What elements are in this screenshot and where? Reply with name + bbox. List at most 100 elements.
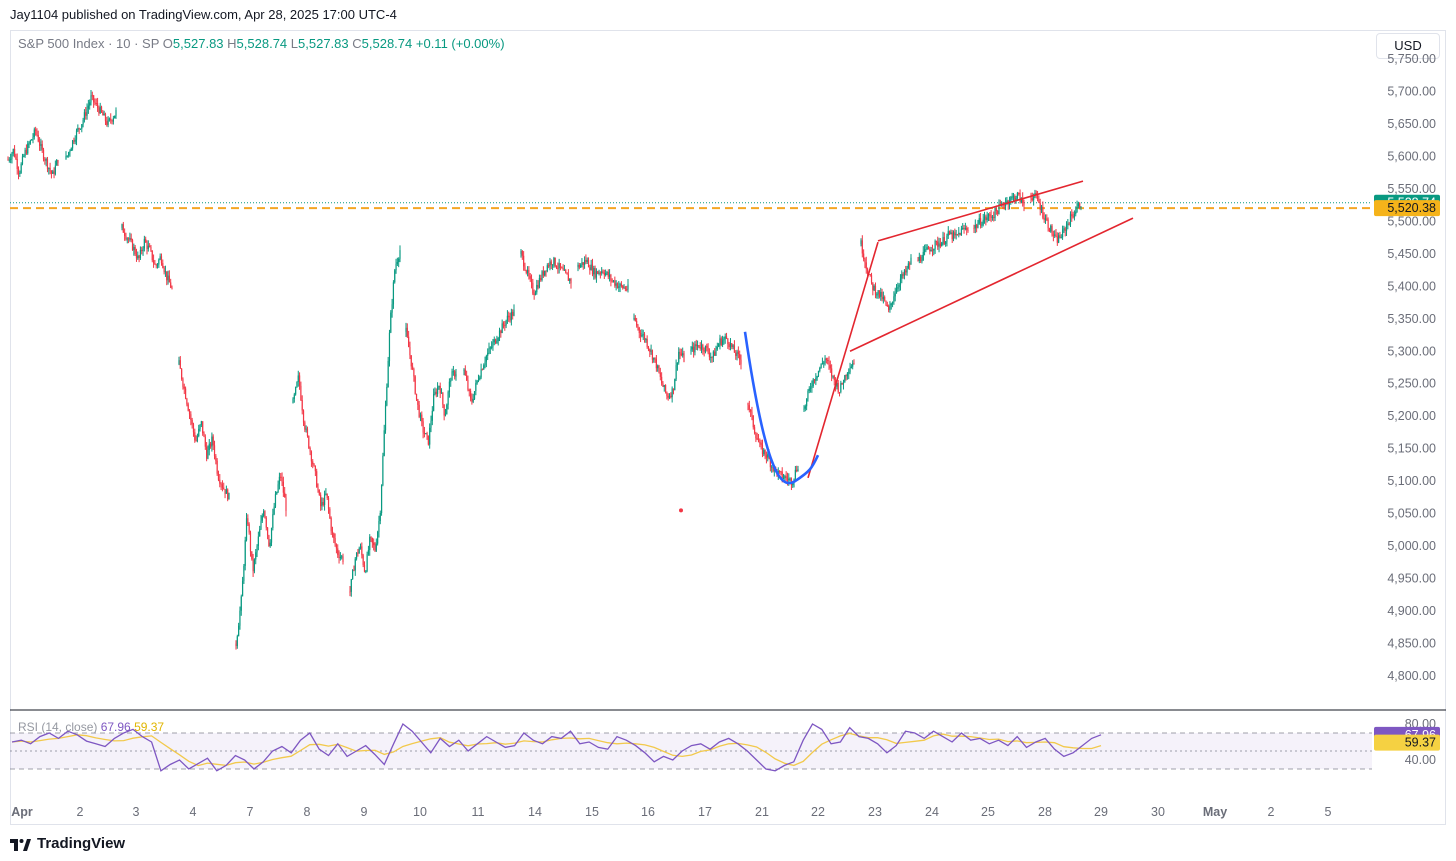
publisher-line: Jay1104 published on TradingView.com, Ap… (10, 7, 397, 22)
candle-body (124, 232, 126, 236)
candle-body (721, 340, 724, 346)
rsi-ma-tag: 59.37 (1405, 736, 1436, 750)
candle-body (1016, 193, 1019, 199)
candle-body (729, 343, 732, 347)
candle-body (784, 476, 786, 478)
date-tick-label: 5 (1325, 805, 1332, 819)
candle-body (409, 347, 411, 356)
candle-body (512, 311, 514, 316)
candle-body (923, 249, 926, 252)
candle-body (778, 470, 781, 472)
candle-body (15, 156, 17, 159)
candle-body (676, 362, 679, 366)
candle-body (650, 350, 652, 352)
candle-body (199, 424, 201, 429)
candle-body (264, 511, 266, 518)
candle-body (10, 158, 12, 160)
price-tick-label: 4,850.00 (1387, 637, 1436, 651)
candle-body (753, 427, 756, 434)
candle-body (520, 251, 522, 254)
candle-body (548, 265, 550, 267)
currency-button[interactable]: USD (1376, 33, 1440, 59)
candle-body (487, 352, 489, 356)
candle-body (353, 570, 355, 572)
date-tick-label: 22 (811, 805, 825, 819)
rounded-bottom-curve (743, 331, 820, 485)
candle-body (523, 255, 525, 267)
candle-body (125, 235, 127, 240)
candle-body (1064, 228, 1066, 232)
candle-body (426, 433, 428, 436)
candle-body (636, 320, 638, 326)
candle-body (309, 448, 311, 452)
candle-body (35, 129, 37, 131)
candle-body (603, 272, 605, 276)
candle-body (102, 111, 104, 116)
candle-body (71, 140, 74, 149)
candle-body (166, 271, 168, 281)
candle-body (998, 204, 1000, 215)
price-tick-label: 5,150.00 (1387, 442, 1436, 456)
candle-body (670, 395, 672, 398)
candle-body (143, 238, 145, 249)
candle-body (874, 286, 877, 295)
candle-body (305, 428, 307, 430)
candle-body (78, 128, 80, 130)
candle-body (377, 531, 379, 544)
candle-body (703, 350, 705, 352)
candle-body (585, 260, 587, 262)
candle-body (99, 106, 101, 114)
candle-body (1050, 225, 1052, 232)
candle-body (759, 442, 761, 444)
candle-body (91, 95, 93, 97)
candle-body (192, 424, 195, 433)
candle-body (95, 103, 97, 105)
candle-body (422, 421, 424, 433)
candle-body (227, 489, 229, 500)
candle-body (382, 455, 384, 486)
candle-body (184, 388, 187, 399)
candle-body (864, 259, 866, 263)
candle-body (1033, 196, 1035, 201)
candle-body (469, 390, 472, 399)
candle-body (803, 408, 805, 410)
candle-body (438, 385, 440, 388)
candle-body (327, 497, 330, 509)
candle-body (829, 365, 831, 369)
candle-body (44, 159, 46, 161)
rsi-ma-tag-bg (1374, 734, 1440, 751)
candle-body (433, 394, 435, 411)
candle-body (557, 267, 559, 269)
tradingview-logo[interactable]: TradingView (10, 835, 125, 852)
date-tick-label: 10 (413, 805, 427, 819)
candle-body (81, 124, 83, 129)
candle-body (616, 283, 619, 288)
candle-body (269, 542, 271, 546)
candle-body (414, 376, 416, 394)
candle-body (554, 257, 556, 267)
candle-body (962, 227, 964, 229)
candle-body (937, 241, 939, 247)
candle-body (837, 382, 839, 392)
candle-body (306, 428, 309, 437)
candle-body (430, 420, 432, 428)
date-tick-label: 17 (698, 805, 712, 819)
candle-body (228, 492, 230, 500)
candle-body (711, 356, 713, 358)
candle-body (907, 263, 909, 268)
candle-body (272, 514, 274, 529)
candle-body (295, 387, 297, 395)
candle-body (209, 443, 212, 447)
candle-body (540, 278, 542, 280)
candle-body (614, 280, 616, 286)
candle-body (978, 218, 980, 224)
candle-body (1031, 198, 1033, 201)
candle-body (479, 377, 481, 380)
candle-body (586, 259, 588, 262)
candle-body (40, 144, 42, 146)
candle-body (1011, 196, 1013, 198)
candle-body (251, 551, 253, 559)
candle-body (384, 405, 387, 431)
candle-body (387, 360, 389, 388)
